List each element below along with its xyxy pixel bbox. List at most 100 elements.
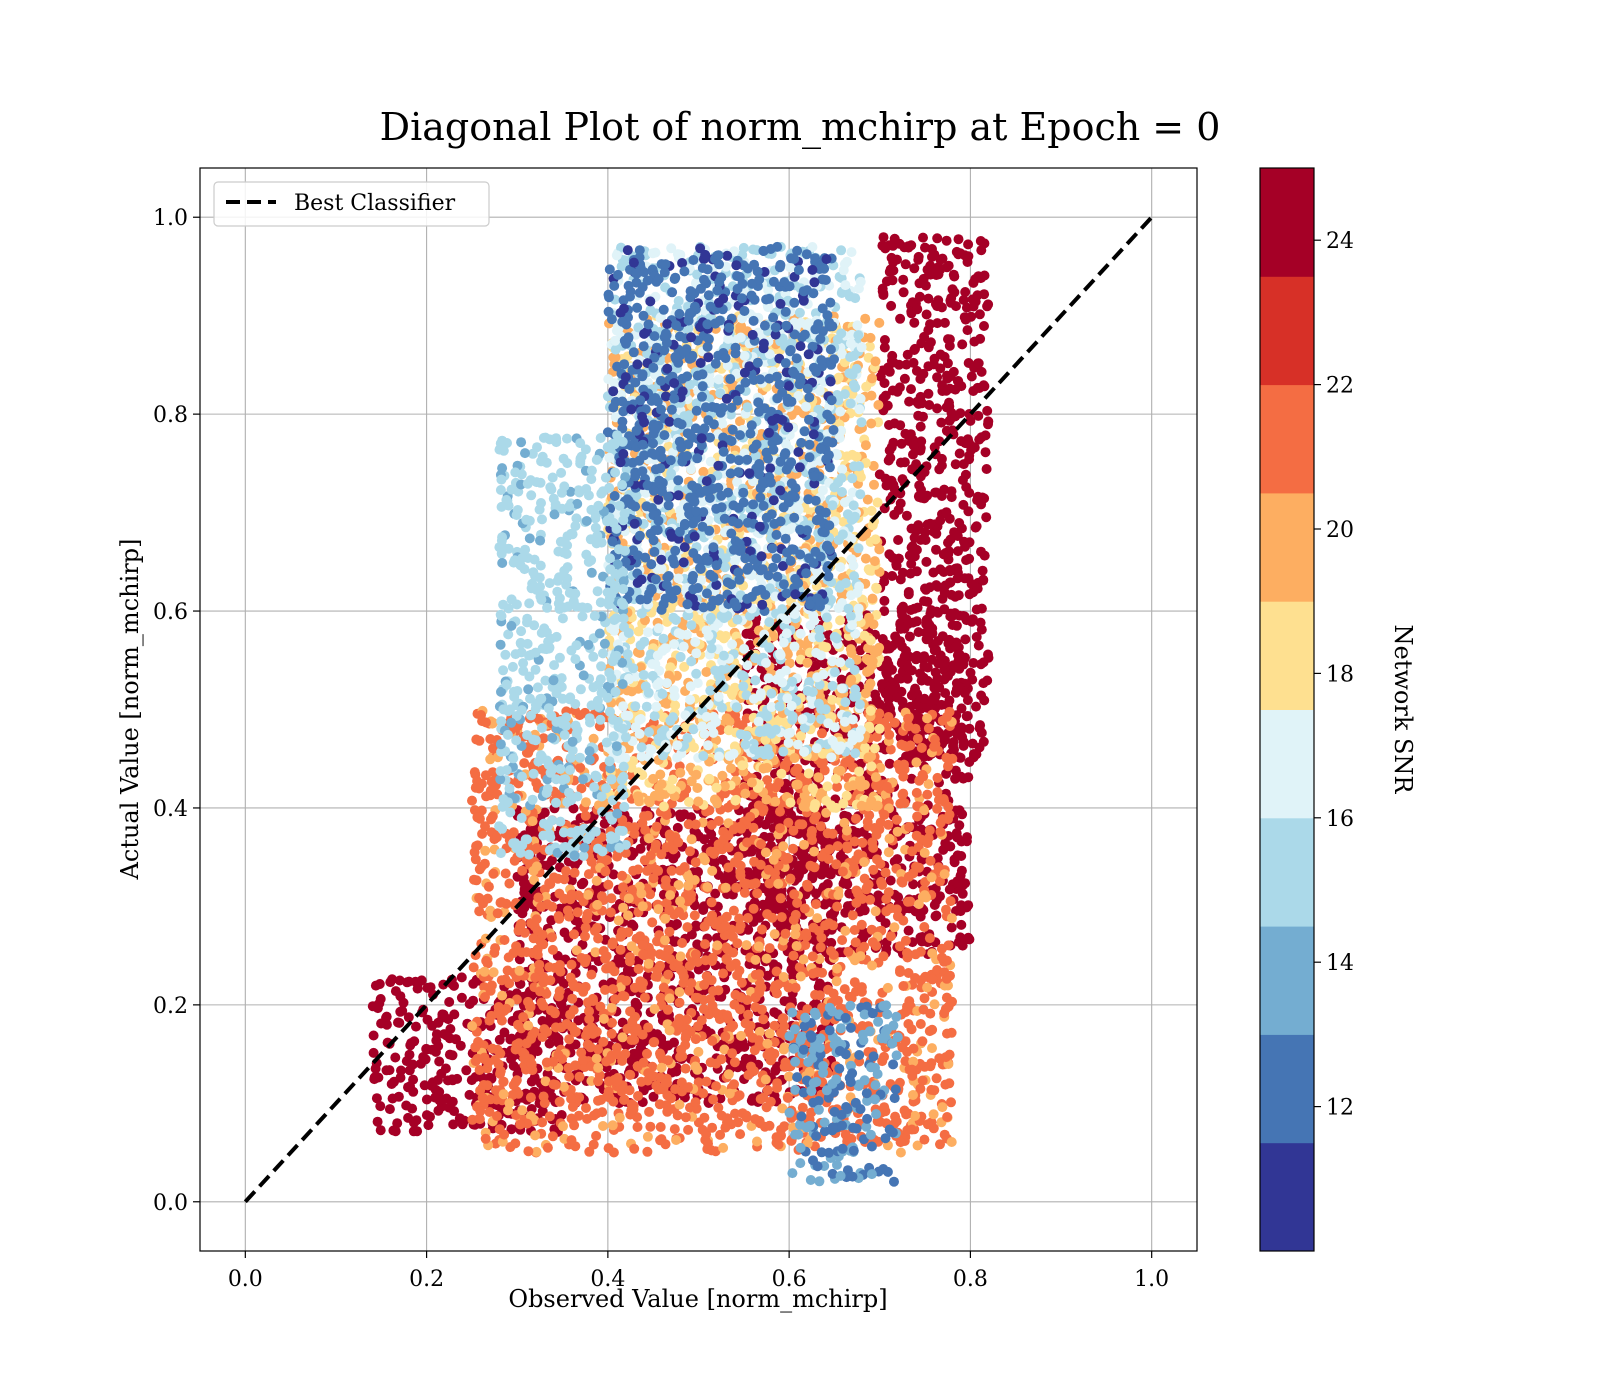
scatter-point xyxy=(645,889,656,900)
scatter-point xyxy=(685,846,695,857)
scatter-point xyxy=(593,1062,604,1073)
scatter-point xyxy=(635,931,646,942)
scatter-point xyxy=(468,995,479,1006)
scatter-point xyxy=(831,976,842,987)
scatter-point xyxy=(887,640,898,651)
scatter-point xyxy=(626,1105,637,1116)
scatter-point xyxy=(584,1014,595,1025)
scatter-point xyxy=(817,967,828,978)
scatter-point xyxy=(946,1097,956,1108)
scatter-point xyxy=(386,1079,397,1089)
scatter-point xyxy=(683,1124,694,1135)
scatter-point xyxy=(752,1136,762,1147)
scatter-point xyxy=(720,921,731,931)
scatter-point xyxy=(956,703,967,714)
scatter-point xyxy=(624,1069,635,1080)
scatter-point xyxy=(879,342,890,353)
scatter-point xyxy=(531,914,542,925)
scatter-point xyxy=(795,971,806,982)
scatter-point xyxy=(608,1096,619,1107)
scatter-point xyxy=(922,789,933,800)
scatter-point xyxy=(510,1044,521,1055)
scatter-point xyxy=(883,455,894,466)
scatter-point xyxy=(690,857,701,868)
scatter-point xyxy=(859,905,870,916)
scatter-point xyxy=(480,1133,491,1144)
scatter-point xyxy=(423,1120,434,1131)
scatter-point xyxy=(735,1129,746,1140)
scatter-point xyxy=(879,595,890,606)
scatter-point xyxy=(771,782,781,793)
scatter-point xyxy=(974,309,985,320)
scatter-point xyxy=(665,832,676,842)
scatter-point xyxy=(487,1043,498,1054)
scatter-point xyxy=(875,817,886,828)
scatter-point xyxy=(884,833,895,844)
scatter-point xyxy=(939,1008,950,1019)
scatter-point xyxy=(954,518,965,528)
scatter-point xyxy=(491,832,502,843)
scatter-point xyxy=(444,1033,455,1044)
scatter-point xyxy=(865,894,876,905)
scatter-point xyxy=(935,891,945,902)
scatter-point xyxy=(598,1036,609,1047)
scatter-point xyxy=(925,855,936,866)
scatter-point xyxy=(798,954,809,965)
scatter-point xyxy=(824,918,834,929)
scatter-point xyxy=(765,832,776,843)
scatter-point xyxy=(735,1004,745,1015)
scatter-point xyxy=(964,487,975,498)
scatter-point xyxy=(660,913,671,924)
scatter-point xyxy=(635,843,646,854)
scatter-point xyxy=(954,820,965,831)
scatter-point xyxy=(936,302,947,313)
scatter-point xyxy=(902,1125,913,1136)
scatter-point xyxy=(773,878,784,889)
scatter-point xyxy=(599,818,610,829)
scatter-point xyxy=(816,758,827,769)
scatter-point xyxy=(945,896,956,907)
scatter-point xyxy=(922,490,933,501)
scatter-point xyxy=(486,814,496,825)
scatter-point xyxy=(877,679,887,690)
scatter-point xyxy=(789,889,800,900)
scatter-point xyxy=(864,810,875,821)
scatter-point xyxy=(396,1065,406,1076)
scatter-point xyxy=(740,1018,751,1029)
scatter-point xyxy=(728,947,739,958)
scatter-point xyxy=(371,1093,382,1104)
scatter-point xyxy=(892,911,903,922)
scatter-point xyxy=(920,527,931,538)
scatter-point xyxy=(580,922,591,933)
scatter-point xyxy=(927,654,938,665)
scatter-point xyxy=(405,1081,415,1092)
scatter-point xyxy=(794,819,805,830)
scatter-point xyxy=(906,773,917,784)
scatter-point xyxy=(956,919,967,930)
scatter-point xyxy=(566,875,577,886)
scatter-point xyxy=(916,742,927,753)
scatter-point xyxy=(867,960,878,971)
scatter-point xyxy=(911,787,922,798)
scatter-point xyxy=(643,958,654,969)
scatter-point xyxy=(680,1063,691,1074)
scatter-point xyxy=(498,1089,509,1100)
scatter-point xyxy=(887,571,898,581)
scatter-point xyxy=(910,699,921,710)
scatter-point xyxy=(531,1146,542,1157)
scatter-point xyxy=(425,1111,435,1122)
scatter-point xyxy=(447,1050,458,1061)
scatter-point xyxy=(937,952,947,963)
scatter-point xyxy=(868,842,879,853)
chart-title: Diagonal Plot of norm_mchirp at Epoch = … xyxy=(380,105,1221,150)
scatter-point xyxy=(968,658,979,668)
scatter-point xyxy=(375,1101,386,1112)
scatter-point xyxy=(656,1062,667,1073)
scatter-point xyxy=(639,811,649,822)
scatter-point xyxy=(931,528,942,539)
scatter-point xyxy=(930,487,941,498)
scatter-point xyxy=(675,964,686,975)
scatter-point xyxy=(660,875,671,886)
scatter-point xyxy=(850,813,861,824)
scatter-point xyxy=(922,1119,933,1130)
